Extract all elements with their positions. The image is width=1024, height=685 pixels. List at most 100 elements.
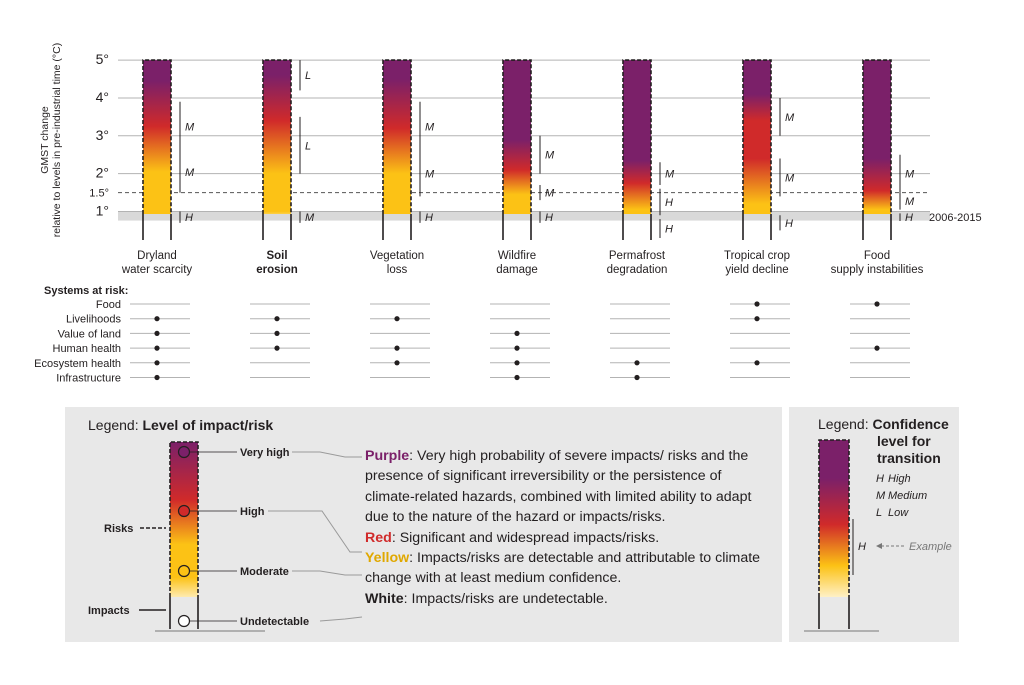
risk-label-line2: loss	[387, 264, 408, 276]
confidence-key-low: L	[876, 507, 883, 519]
baseline-band-label: 2006-2015	[929, 212, 982, 224]
example-label: Example	[909, 541, 952, 553]
example-confidence-key: H	[858, 541, 866, 553]
purple-description: Purple: Very high probability of severe …	[365, 446, 765, 528]
system-dot	[154, 374, 160, 381]
confidence-item-medium: M Medium	[876, 488, 927, 505]
confidence-item-high: H High	[876, 471, 927, 488]
risk-bar	[743, 60, 771, 214]
y-tick-label: 3°	[96, 127, 109, 143]
legend-level-label: Moderate	[240, 566, 289, 578]
impacts-label: Impacts	[88, 605, 130, 617]
system-dot	[754, 360, 760, 366]
risk-bar	[503, 60, 531, 214]
red-text: : Significant and widespread impacts/ris…	[391, 529, 660, 546]
risk-label-line1: Dryland	[137, 250, 177, 262]
system-dot	[394, 316, 400, 322]
confidence-legend-title: Legend: Confidence level for transition	[818, 416, 949, 467]
system-label: Food	[96, 299, 121, 311]
risk-bar-outline	[622, 59, 652, 214]
legend-level-circle	[177, 504, 191, 518]
transition-confidence-label: M	[785, 172, 795, 184]
transition-confidence-label: L	[305, 140, 311, 152]
transition-confidence-label: H	[785, 218, 793, 230]
transition-confidence-label: H	[545, 212, 553, 224]
legend-level-label: High	[240, 506, 265, 518]
transition-confidence-label: M	[305, 212, 315, 224]
system-dot	[634, 374, 640, 381]
confidence-bar-outline	[818, 439, 850, 597]
purple-key: Purple	[365, 448, 410, 464]
confidence-label-low: Low	[888, 507, 909, 519]
confidence-label-medium: Medium	[888, 490, 928, 502]
y-tick-label: 1.5°	[89, 188, 109, 200]
system-dot	[514, 345, 520, 351]
system-dot	[274, 345, 280, 351]
risk-label-line1: Tropical crop	[724, 250, 790, 262]
transition-confidence-label: M	[665, 169, 675, 181]
legend-description-connector	[319, 616, 363, 622]
risk-label-line2: damage	[496, 264, 538, 276]
risk-bar	[623, 60, 651, 214]
confidence-gradient-bar	[819, 440, 849, 597]
risk-bar-outline	[382, 59, 412, 214]
risks-label: Risks	[104, 523, 133, 535]
confidence-legend-graphic: H Example	[804, 439, 952, 632]
system-dot	[394, 360, 400, 366]
legend-bar-outline	[169, 441, 199, 597]
confidence-legend-line3: transition	[877, 450, 941, 466]
transition-confidence-label: H	[665, 197, 673, 209]
system-dot	[754, 316, 760, 322]
transition-confidence-label: M	[785, 112, 795, 124]
risk-bar	[383, 60, 411, 214]
y-tick-label: 2°	[96, 165, 109, 181]
confidence-item-low: L Low	[876, 505, 927, 522]
y-tick-label: 4°	[96, 89, 109, 105]
y-axis-label-line2: relative to levels in pre-industrial tim…	[51, 43, 63, 237]
transition-confidence-label: M	[425, 121, 435, 133]
example-arrow-head	[876, 543, 882, 549]
impact-legend-graphic: Very high High Moderate Undetectable Risks Im…	[88, 441, 363, 632]
risk-bar-outline	[862, 59, 892, 214]
legend-description-connector	[292, 451, 362, 458]
legend-level-label: Very high	[240, 447, 290, 459]
risk-bar	[143, 60, 171, 214]
white-description: White: Impacts/risks are undetectable.	[365, 589, 765, 609]
confidence-key-medium: M	[876, 490, 886, 502]
y-axis-label-line1: GMST change	[39, 106, 51, 174]
transition-confidence-label: M	[185, 121, 195, 133]
y-tick-label: 1°	[96, 203, 109, 219]
risk-label-line2: degradation	[607, 264, 668, 276]
risk-label-line1: Wildfire	[498, 250, 536, 262]
system-dot	[754, 301, 760, 307]
legend-level-label: Undetectable	[240, 616, 309, 628]
red-description: Red: Significant and widespread impacts/…	[365, 528, 765, 548]
transition-confidence-label: M	[545, 188, 555, 200]
yellow-text: : Impacts/risks are detectable and attri…	[365, 550, 761, 587]
transition-confidence-label: M	[905, 169, 915, 181]
risk-bar	[263, 60, 291, 214]
risk-label-line2: erosion	[256, 264, 298, 276]
confidence-legend-line2: level for	[877, 433, 931, 449]
legend-description-connector	[268, 510, 362, 553]
system-label: Value of land	[58, 328, 121, 340]
risk-label-line1: Vegetation	[370, 250, 424, 262]
impact-legend-title: Legend: Level of impact/risk	[88, 417, 273, 434]
risk-bar	[863, 60, 891, 214]
risk-bar-outline	[262, 59, 292, 214]
confidence-label-high: High	[888, 473, 911, 485]
transition-confidence-label: M	[185, 167, 195, 179]
purple-text: : Very high probability of severe impact…	[365, 448, 752, 526]
transition-confidence-label: M	[545, 150, 555, 162]
system-dot	[634, 360, 640, 366]
system-dot	[154, 316, 160, 322]
legend-level-circle	[177, 614, 191, 628]
legend-description-connector	[292, 570, 362, 576]
system-dot	[874, 301, 880, 307]
confidence-list: H High M Medium L Low	[876, 471, 927, 522]
impact-legend-prefix: Legend:	[88, 417, 143, 433]
risk-label-line2: yield decline	[725, 264, 788, 276]
transition-confidence-label: H	[905, 212, 913, 224]
legend-level-circle	[177, 564, 191, 578]
risk-label-line1: Soil	[266, 250, 287, 262]
